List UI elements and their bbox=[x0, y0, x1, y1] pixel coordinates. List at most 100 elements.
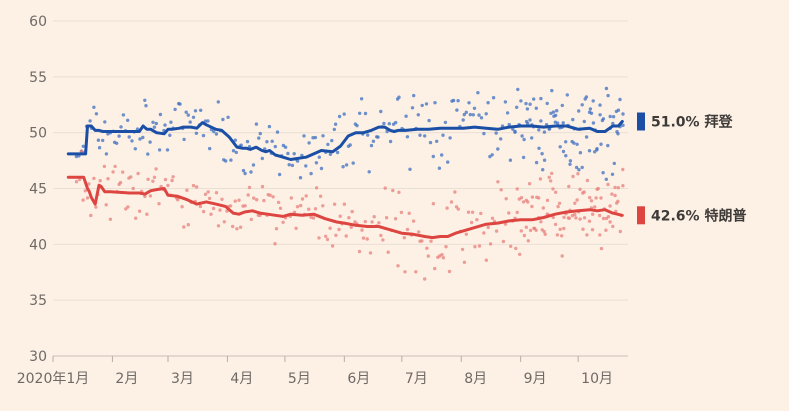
poll-dot-1-106 bbox=[299, 203, 303, 208]
poll-dot-1-157 bbox=[405, 227, 410, 232]
poll-dot-0-192 bbox=[479, 116, 484, 120]
poll-dot-1-185 bbox=[464, 232, 468, 236]
poll-dot-1-225 bbox=[530, 204, 534, 209]
poll-dot-0-256 bbox=[564, 140, 568, 144]
poll-dot-1-190 bbox=[475, 218, 479, 222]
poll-dot-0-210 bbox=[515, 105, 519, 110]
poll-dot-1-251 bbox=[558, 227, 562, 231]
poll-dot-1-199 bbox=[494, 229, 499, 233]
poll-dot-0-144 bbox=[379, 109, 383, 114]
poll-dot-0-265 bbox=[572, 141, 576, 145]
poll-dot-0-173 bbox=[440, 153, 444, 157]
poll-dot-1-43 bbox=[166, 183, 170, 188]
poll-dot-0-236 bbox=[542, 158, 547, 162]
x-tick-label-7: 8月 bbox=[464, 371, 487, 387]
poll-dot-1-33 bbox=[145, 212, 149, 216]
poll-dot-0-297 bbox=[606, 143, 610, 148]
poll-dot-1-310 bbox=[621, 167, 625, 172]
poll-dot-1-283 bbox=[590, 228, 595, 232]
poll-dot-0-281 bbox=[589, 111, 594, 116]
poll-dot-1-140 bbox=[370, 220, 374, 224]
poll-dot-0-166 bbox=[424, 102, 429, 106]
poll-dot-0-271 bbox=[578, 151, 583, 155]
poll-dot-0-211 bbox=[516, 87, 520, 92]
poll-dot-1-238 bbox=[545, 198, 550, 203]
poll-dot-1-195 bbox=[486, 225, 490, 230]
poll-dot-0-117 bbox=[321, 134, 325, 138]
poll-dot-0-122 bbox=[332, 127, 336, 132]
poll-dot-0-100 bbox=[286, 151, 290, 156]
poll-dot-1-279 bbox=[587, 219, 592, 223]
poll-dot-1-147 bbox=[384, 216, 389, 220]
poll-dot-0-303 bbox=[612, 161, 616, 166]
poll-dot-1-187 bbox=[469, 220, 474, 225]
poll-dot-0-273 bbox=[580, 103, 584, 107]
poll-dot-1-296 bbox=[606, 182, 610, 187]
poll-dot-0-171 bbox=[435, 139, 439, 143]
poll-dot-0-151 bbox=[394, 120, 398, 125]
poll-dot-1-277 bbox=[585, 178, 590, 183]
poll-dot-1-59 bbox=[198, 204, 203, 209]
poll-dot-0-103 bbox=[292, 152, 296, 156]
poll-dot-1-206 bbox=[509, 244, 513, 248]
poll-dot-0-302 bbox=[611, 115, 616, 119]
poll-dot-0-191 bbox=[477, 113, 481, 117]
poll-dot-1-57 bbox=[194, 185, 199, 189]
poll-dot-1-121 bbox=[330, 244, 335, 248]
poll-dot-1-299 bbox=[608, 204, 612, 208]
poll-dot-0-139 bbox=[367, 170, 371, 174]
poll-dot-0-185 bbox=[464, 110, 468, 115]
poll-dot-0-146 bbox=[382, 121, 386, 126]
poll-dot-0-140 bbox=[369, 143, 374, 148]
poll-dot-1-46 bbox=[171, 175, 175, 179]
poll-dot-0-204 bbox=[505, 111, 510, 115]
poll-dot-0-95 bbox=[275, 130, 280, 134]
y-tick-label-50: 50 bbox=[29, 126, 47, 142]
poll-dot-1-74 bbox=[231, 224, 235, 229]
trump-end-marker-rect bbox=[637, 206, 645, 225]
poll-dot-0-268 bbox=[577, 168, 581, 172]
poll-dot-1-64 bbox=[209, 212, 213, 216]
poll-dot-0-224 bbox=[530, 136, 534, 140]
poll-dot-1-18 bbox=[113, 164, 117, 169]
poll-dot-1-197 bbox=[490, 216, 495, 220]
poll-dot-0-162 bbox=[416, 113, 420, 117]
poll-dot-0-87 bbox=[258, 131, 262, 136]
poll-dot-0-234 bbox=[540, 152, 544, 156]
poll-dot-1-136 bbox=[361, 236, 366, 240]
poll-dot-1-113 bbox=[313, 207, 318, 211]
poll-dot-0-203 bbox=[503, 100, 508, 104]
poll-dot-0-35 bbox=[148, 140, 152, 144]
poll-dot-1-215 bbox=[519, 196, 524, 200]
poll-dot-1-294 bbox=[604, 228, 608, 232]
poll-dot-0-167 bbox=[427, 118, 431, 123]
poll-dot-1-169 bbox=[431, 202, 436, 206]
poll-dot-1-240 bbox=[547, 175, 551, 179]
poll-dot-1-3 bbox=[81, 198, 85, 202]
poll-dot-0-111 bbox=[309, 171, 313, 176]
poll-dot-0-90 bbox=[265, 140, 269, 144]
poll-dot-1-97 bbox=[278, 206, 283, 210]
poll-dot-0-141 bbox=[371, 139, 376, 143]
poll-dot-1-88 bbox=[260, 184, 265, 189]
poll-dot-1-52 bbox=[185, 188, 189, 192]
poll-dot-1-268 bbox=[576, 172, 580, 176]
x-tick-label-9: 10月 bbox=[581, 371, 613, 387]
y-tick-label-45: 45 bbox=[29, 182, 47, 198]
poll-dot-1-167 bbox=[426, 254, 430, 258]
poll-dot-0-153 bbox=[397, 95, 401, 99]
poll-dot-1-115 bbox=[317, 236, 321, 240]
poll-dot-1-84 bbox=[252, 196, 256, 200]
poll-dot-1-146 bbox=[383, 186, 387, 190]
poll-dot-1-170 bbox=[433, 266, 437, 271]
poll-dot-1-160 bbox=[411, 219, 416, 223]
poll-dot-0-248 bbox=[555, 109, 559, 113]
poll-dot-1-50 bbox=[180, 205, 184, 209]
poll-dot-0-186 bbox=[467, 101, 471, 105]
poll-dot-1-205 bbox=[507, 211, 511, 215]
poll-dot-0-226 bbox=[532, 97, 536, 101]
poll-dot-1-26 bbox=[129, 175, 133, 179]
poll-dot-1-34 bbox=[146, 177, 150, 181]
poll-dot-1-232 bbox=[538, 177, 543, 181]
poll-dot-1-307 bbox=[616, 199, 620, 203]
